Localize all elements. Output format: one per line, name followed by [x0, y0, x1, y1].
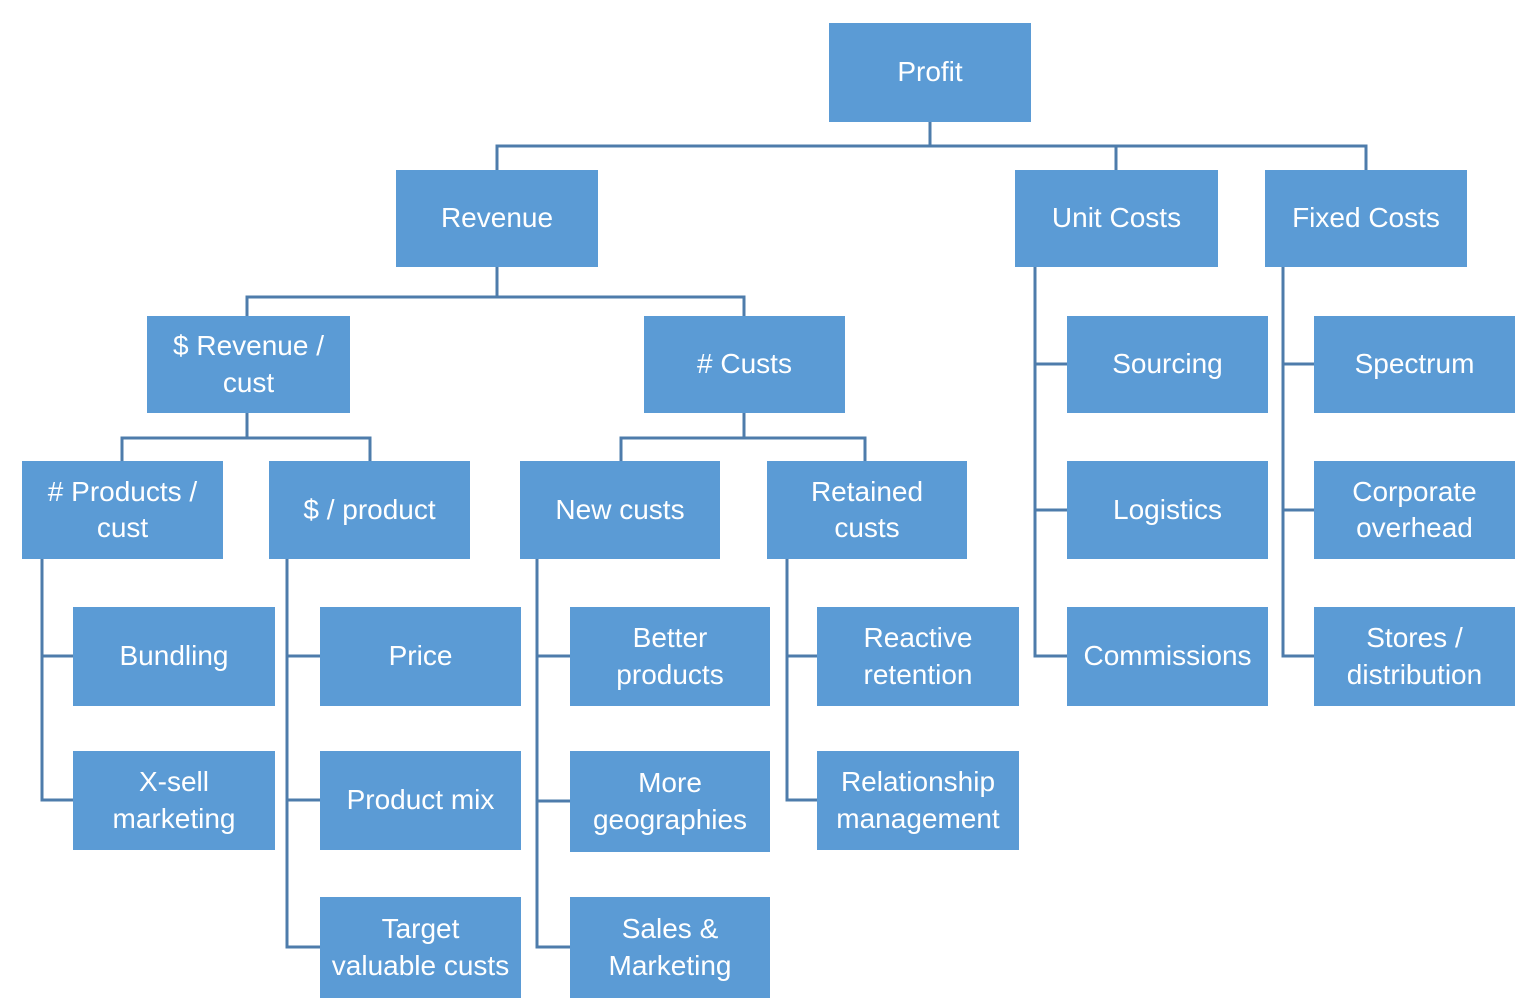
node-dollar-per-product[interactable]: $ / product	[269, 461, 470, 559]
node-corporate-overhead[interactable]: Corporate overhead	[1314, 461, 1515, 559]
node-sales-marketing-label: Sales & Marketing	[608, 913, 732, 981]
node-new-custs-label: New custs	[555, 493, 685, 525]
node-commissions[interactable]: Commissions	[1067, 607, 1268, 706]
node-revenue[interactable]: Revenue	[396, 170, 598, 267]
node-products-per-cust-label: # Products / cust	[47, 475, 198, 543]
node-product-mix-label: Product mix	[346, 784, 495, 816]
connector-profit-children	[495, 122, 1368, 170]
node-better-products-label: Better products	[616, 622, 724, 690]
node-reactive-retention[interactable]: Reactive retention	[817, 607, 1019, 706]
node-better-products[interactable]: Better products	[570, 607, 770, 706]
node-stores-distribution-label: Stores / distribution	[1346, 622, 1483, 690]
node-revenue-per-cust[interactable]: $ Revenue / cust	[147, 316, 350, 413]
node-logistics[interactable]: Logistics	[1067, 461, 1268, 559]
node-logistics-label: Logistics	[1113, 493, 1222, 525]
node-product-mix[interactable]: Product mix	[320, 751, 521, 850]
node-retained-custs[interactable]: Retained custs	[767, 461, 967, 559]
connector-revenue-children	[245, 267, 746, 316]
node-relationship-management-label: Relationship management	[836, 766, 1000, 834]
connector-dollar-per-product-children	[285, 559, 320, 949]
node-spectrum-label: Spectrum	[1354, 348, 1475, 380]
node-commissions-label: Commissions	[1083, 640, 1252, 672]
node-price[interactable]: Price	[320, 607, 521, 706]
node-sourcing[interactable]: Sourcing	[1067, 316, 1268, 413]
node-sourcing-label: Sourcing	[1112, 348, 1223, 380]
node-products-per-cust[interactable]: # Products / cust	[22, 461, 223, 559]
node-bundling[interactable]: Bundling	[73, 607, 275, 706]
node-price-label: Price	[388, 640, 453, 672]
node-revenue-label: Revenue	[440, 202, 554, 234]
node-sales-marketing[interactable]: Sales & Marketing	[570, 897, 770, 998]
node-profit-label: Profit	[897, 56, 963, 88]
connector-fixed-costs-children	[1281, 267, 1314, 658]
connector-num-custs-children	[619, 413, 867, 461]
node-xsell-marketing[interactable]: X-sell marketing	[73, 751, 275, 850]
node-num-custs-label: # Custs	[697, 348, 792, 380]
node-more-geographies[interactable]: More geographies	[570, 751, 770, 852]
node-fixed-costs[interactable]: Fixed Costs	[1265, 170, 1467, 267]
node-fixed-costs-label: Fixed Costs	[1292, 202, 1440, 234]
connector-unit-costs-children	[1033, 267, 1067, 658]
node-relationship-management[interactable]: Relationship management	[817, 751, 1019, 850]
node-dollar-per-product-label: $ / product	[303, 493, 436, 525]
node-unit-costs-label: Unit Costs	[1051, 202, 1182, 234]
node-corporate-overhead-label: Corporate overhead	[1352, 475, 1477, 543]
connector-products-per-cust-children	[40, 559, 73, 802]
node-stores-distribution[interactable]: Stores / distribution	[1314, 607, 1515, 706]
node-revenue-per-cust-label: $ Revenue / cust	[173, 330, 324, 398]
node-target-valuable-custs[interactable]: Target valuable custs	[320, 897, 521, 998]
node-reactive-retention-label: Reactive retention	[863, 622, 973, 690]
connector-retained-custs-children	[785, 559, 817, 802]
node-more-geographies-label: More geographies	[592, 767, 748, 835]
node-target-valuable-custs-label: Target valuable custs	[331, 913, 510, 981]
node-retained-custs-label: Retained custs	[810, 475, 924, 543]
node-num-custs[interactable]: # Custs	[644, 316, 845, 413]
node-profit[interactable]: Profit	[829, 23, 1031, 122]
node-unit-costs[interactable]: Unit Costs	[1015, 170, 1218, 267]
connector-rev-per-cust-children	[120, 413, 372, 461]
node-spectrum[interactable]: Spectrum	[1314, 316, 1515, 413]
node-bundling-label: Bundling	[119, 640, 229, 672]
node-xsell-marketing-label: X-sell marketing	[112, 766, 236, 834]
node-new-custs[interactable]: New custs	[520, 461, 720, 559]
connector-new-custs-children	[535, 559, 570, 949]
